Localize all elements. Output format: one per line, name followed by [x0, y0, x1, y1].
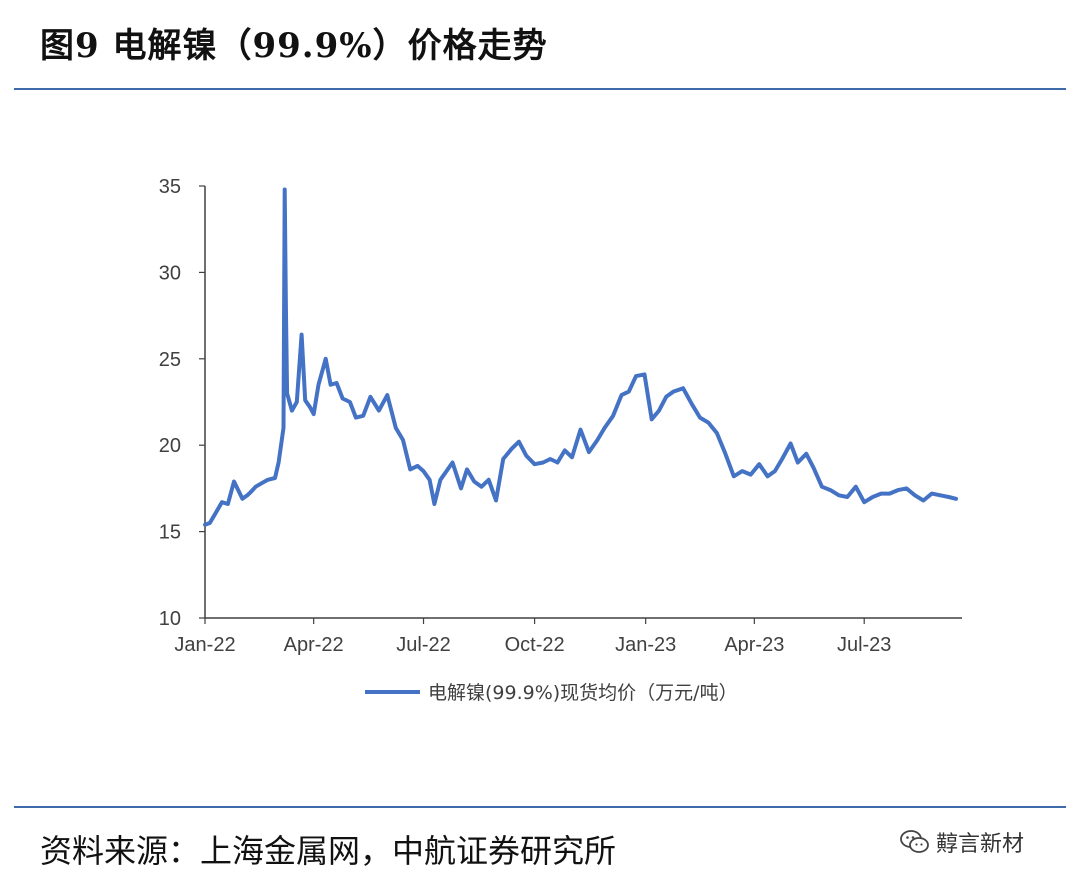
- header-rule: [14, 88, 1066, 90]
- y-tick-label: 20: [159, 435, 181, 457]
- x-tick-label: Jan-23: [615, 634, 676, 656]
- footer-rule: [14, 806, 1066, 808]
- x-tick-label: Jul-22: [396, 634, 450, 656]
- legend-label: 电解镍(99.9%)现货均价（万元/吨）: [428, 682, 738, 704]
- chart-legend: 电解镍(99.9%)现货均价（万元/吨）: [365, 682, 738, 704]
- x-tick-label: Jul-23: [837, 634, 891, 656]
- source-note: 资料来源：上海金属网，中航证券研究所: [40, 832, 617, 870]
- y-tick-label: 10: [159, 608, 181, 630]
- series-line-0: [203, 187, 958, 527]
- x-tick-label: Apr-22: [284, 634, 344, 656]
- x-tick-label: Oct-22: [505, 634, 565, 656]
- y-tick-label: 35: [159, 176, 181, 198]
- watermark: 䵍言新材: [900, 826, 1024, 858]
- wechat-icon: [900, 830, 929, 853]
- figure-title: 图9 电解镍（99.9%）价格走势: [40, 26, 548, 66]
- y-tick-label: 25: [159, 349, 181, 371]
- watermark-text: 䵍言新材: [936, 832, 1025, 857]
- price-line-chart: 10 15 20 25 30 35 Jan-22 Apr-22 Jul-22 Oct-22 Jan-…: [159, 176, 962, 704]
- y-tick-label: 15: [159, 522, 181, 544]
- x-tick-label: Jan-22: [174, 634, 235, 656]
- x-tick-label: Apr-23: [724, 634, 784, 656]
- y-tick-label: 30: [159, 262, 181, 284]
